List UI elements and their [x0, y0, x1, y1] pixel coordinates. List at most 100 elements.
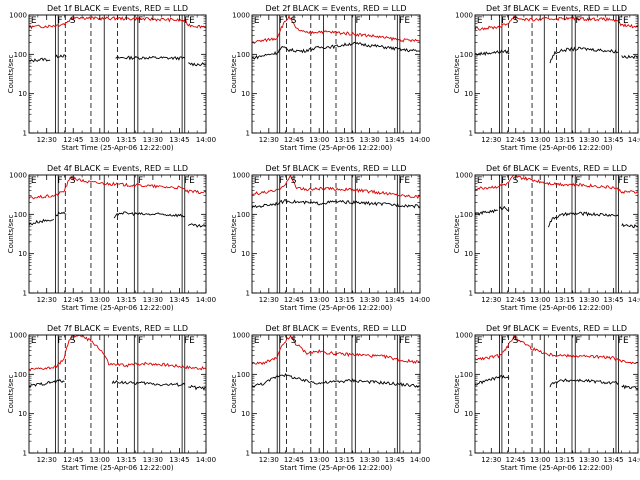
y-tick-label: 100 [14, 371, 27, 379]
events-series-line [547, 211, 619, 228]
x-tick-label: 14:00 [628, 136, 640, 144]
y-tick-label: 100 [14, 211, 27, 219]
x-axis-label: Start Time (25-Apr-06 12:22:00) [280, 464, 392, 472]
x-tick-label: 13:00 [90, 136, 110, 144]
x-tick-label: 13:00 [530, 296, 550, 304]
plot-frame [28, 334, 207, 454]
x-tick-label: 12:45 [63, 296, 83, 304]
interval-label: F [501, 16, 506, 26]
interval-label: E [477, 176, 483, 186]
interval-label: FE [184, 176, 195, 186]
lld-series-line [252, 335, 420, 366]
x-tick-label: 13:15 [116, 296, 136, 304]
y-tick-label: 1000 [9, 332, 27, 340]
y-tick-label: 1 [246, 130, 250, 138]
y-tick-label: 1 [469, 290, 473, 298]
x-tick-label: 12:30 [481, 456, 501, 464]
x-axis-label: Start Time (25-Apr-06 12:22:00) [500, 304, 612, 312]
x-tick-label: 13:45 [603, 136, 623, 144]
plot-area [252, 15, 420, 133]
interval-label: F [355, 16, 360, 26]
chart-title: Det 9f BLACK = Events, RED = LLD [486, 324, 627, 333]
chart-title: Det 2f BLACK = Events, RED = LLD [265, 4, 406, 13]
y-tick-label: 1000 [232, 332, 250, 340]
y-tick-label: 1000 [232, 172, 250, 180]
interval-label: FE [399, 16, 410, 26]
x-tick-label: 12:45 [506, 296, 526, 304]
x-tick-label: 13:00 [90, 456, 110, 464]
interval-label: FE [399, 336, 410, 346]
interval-label: F [501, 176, 506, 186]
y-tick-label: 1000 [455, 172, 473, 180]
plot-frame [28, 174, 207, 294]
x-tick-label: 12:45 [284, 456, 304, 464]
y-axis-label: Counts/sec [7, 375, 15, 414]
interval-label: E [31, 176, 37, 186]
x-tick-label: 13:15 [116, 136, 136, 144]
plot-area [29, 15, 206, 133]
x-tick-label: 13:30 [143, 136, 163, 144]
events-series-line [188, 223, 206, 228]
lld-series-line [252, 175, 420, 199]
lld-series-line [29, 16, 206, 30]
x-tick-label: 13:00 [309, 136, 329, 144]
x-tick-label: 13:30 [360, 136, 380, 144]
x-tick-label: 13:30 [579, 296, 599, 304]
y-tick-label: 1000 [455, 12, 473, 20]
x-tick-label: 12:30 [481, 296, 501, 304]
y-tick-label: 100 [460, 211, 473, 219]
x-tick-label: 13:00 [309, 296, 329, 304]
interval-label: E [477, 336, 483, 346]
y-tick-label: 100 [237, 371, 250, 379]
plot-area [252, 175, 420, 293]
events-series-line [55, 211, 67, 217]
interval-label: S [513, 16, 519, 26]
chart-panel: Det 1f BLACK = Events, RED = LLD 1 10 100 10… [7, 4, 216, 152]
plot-area [475, 15, 638, 133]
interval-label: F [575, 336, 580, 346]
y-tick-label: 100 [460, 51, 473, 59]
x-tick-label: 12:30 [259, 296, 279, 304]
chart-panel: Det 5f BLACK = Events, RED = LLD 1 10 100 10… [230, 164, 430, 312]
y-axis-label: Counts/sec [230, 55, 238, 94]
plot-area [29, 335, 206, 453]
interval-label: F [355, 176, 360, 186]
y-tick-label: 10 [464, 410, 473, 418]
y-tick-label: 10 [18, 250, 27, 258]
x-tick-label: 12:45 [284, 296, 304, 304]
y-tick-label: 10 [18, 90, 27, 98]
interval-label: E [31, 336, 37, 346]
events-series-line [252, 199, 420, 209]
x-tick-label: 12:30 [481, 136, 501, 144]
y-tick-label: 1 [469, 130, 473, 138]
interval-label: E [254, 16, 260, 26]
plot-area [475, 175, 638, 293]
events-series-line [188, 62, 206, 67]
interval-label: F [138, 16, 143, 26]
x-tick-label: 14:00 [196, 296, 216, 304]
x-tick-label: 12:45 [506, 136, 526, 144]
x-tick-label: 13:15 [116, 456, 136, 464]
interval-label: F [501, 336, 506, 346]
y-tick-label: 1000 [9, 172, 27, 180]
x-axis-label: Start Time (25-Apr-06 12:22:00) [500, 144, 612, 152]
chart-panel: Det 7f BLACK = Events, RED = LLD 1 10 100 10… [7, 324, 216, 472]
y-tick-label: 100 [237, 211, 250, 219]
x-tick-label: 12:45 [63, 136, 83, 144]
x-tick-label: 13:00 [530, 136, 550, 144]
y-tick-label: 1 [23, 290, 27, 298]
chart-panel: Det 3f BLACK = Events, RED = LLD 1 10 100 10… [453, 4, 640, 152]
chart-title: Det 3f BLACK = Events, RED = LLD [486, 4, 627, 13]
events-series-line [621, 54, 638, 60]
plot-frame [474, 334, 639, 454]
x-tick-label: 13:45 [385, 456, 405, 464]
chart-title: Det 5f BLACK = Events, RED = LLD [265, 164, 406, 173]
plot-frame [251, 174, 421, 294]
plot-area [475, 335, 638, 453]
interval-label: F [138, 336, 143, 346]
events-series-line [475, 49, 510, 57]
x-tick-label: 12:30 [37, 456, 57, 464]
events-series-line [499, 205, 510, 211]
chart-title: Det 1f BLACK = Events, RED = LLD [47, 4, 188, 13]
events-series-line [115, 55, 186, 61]
